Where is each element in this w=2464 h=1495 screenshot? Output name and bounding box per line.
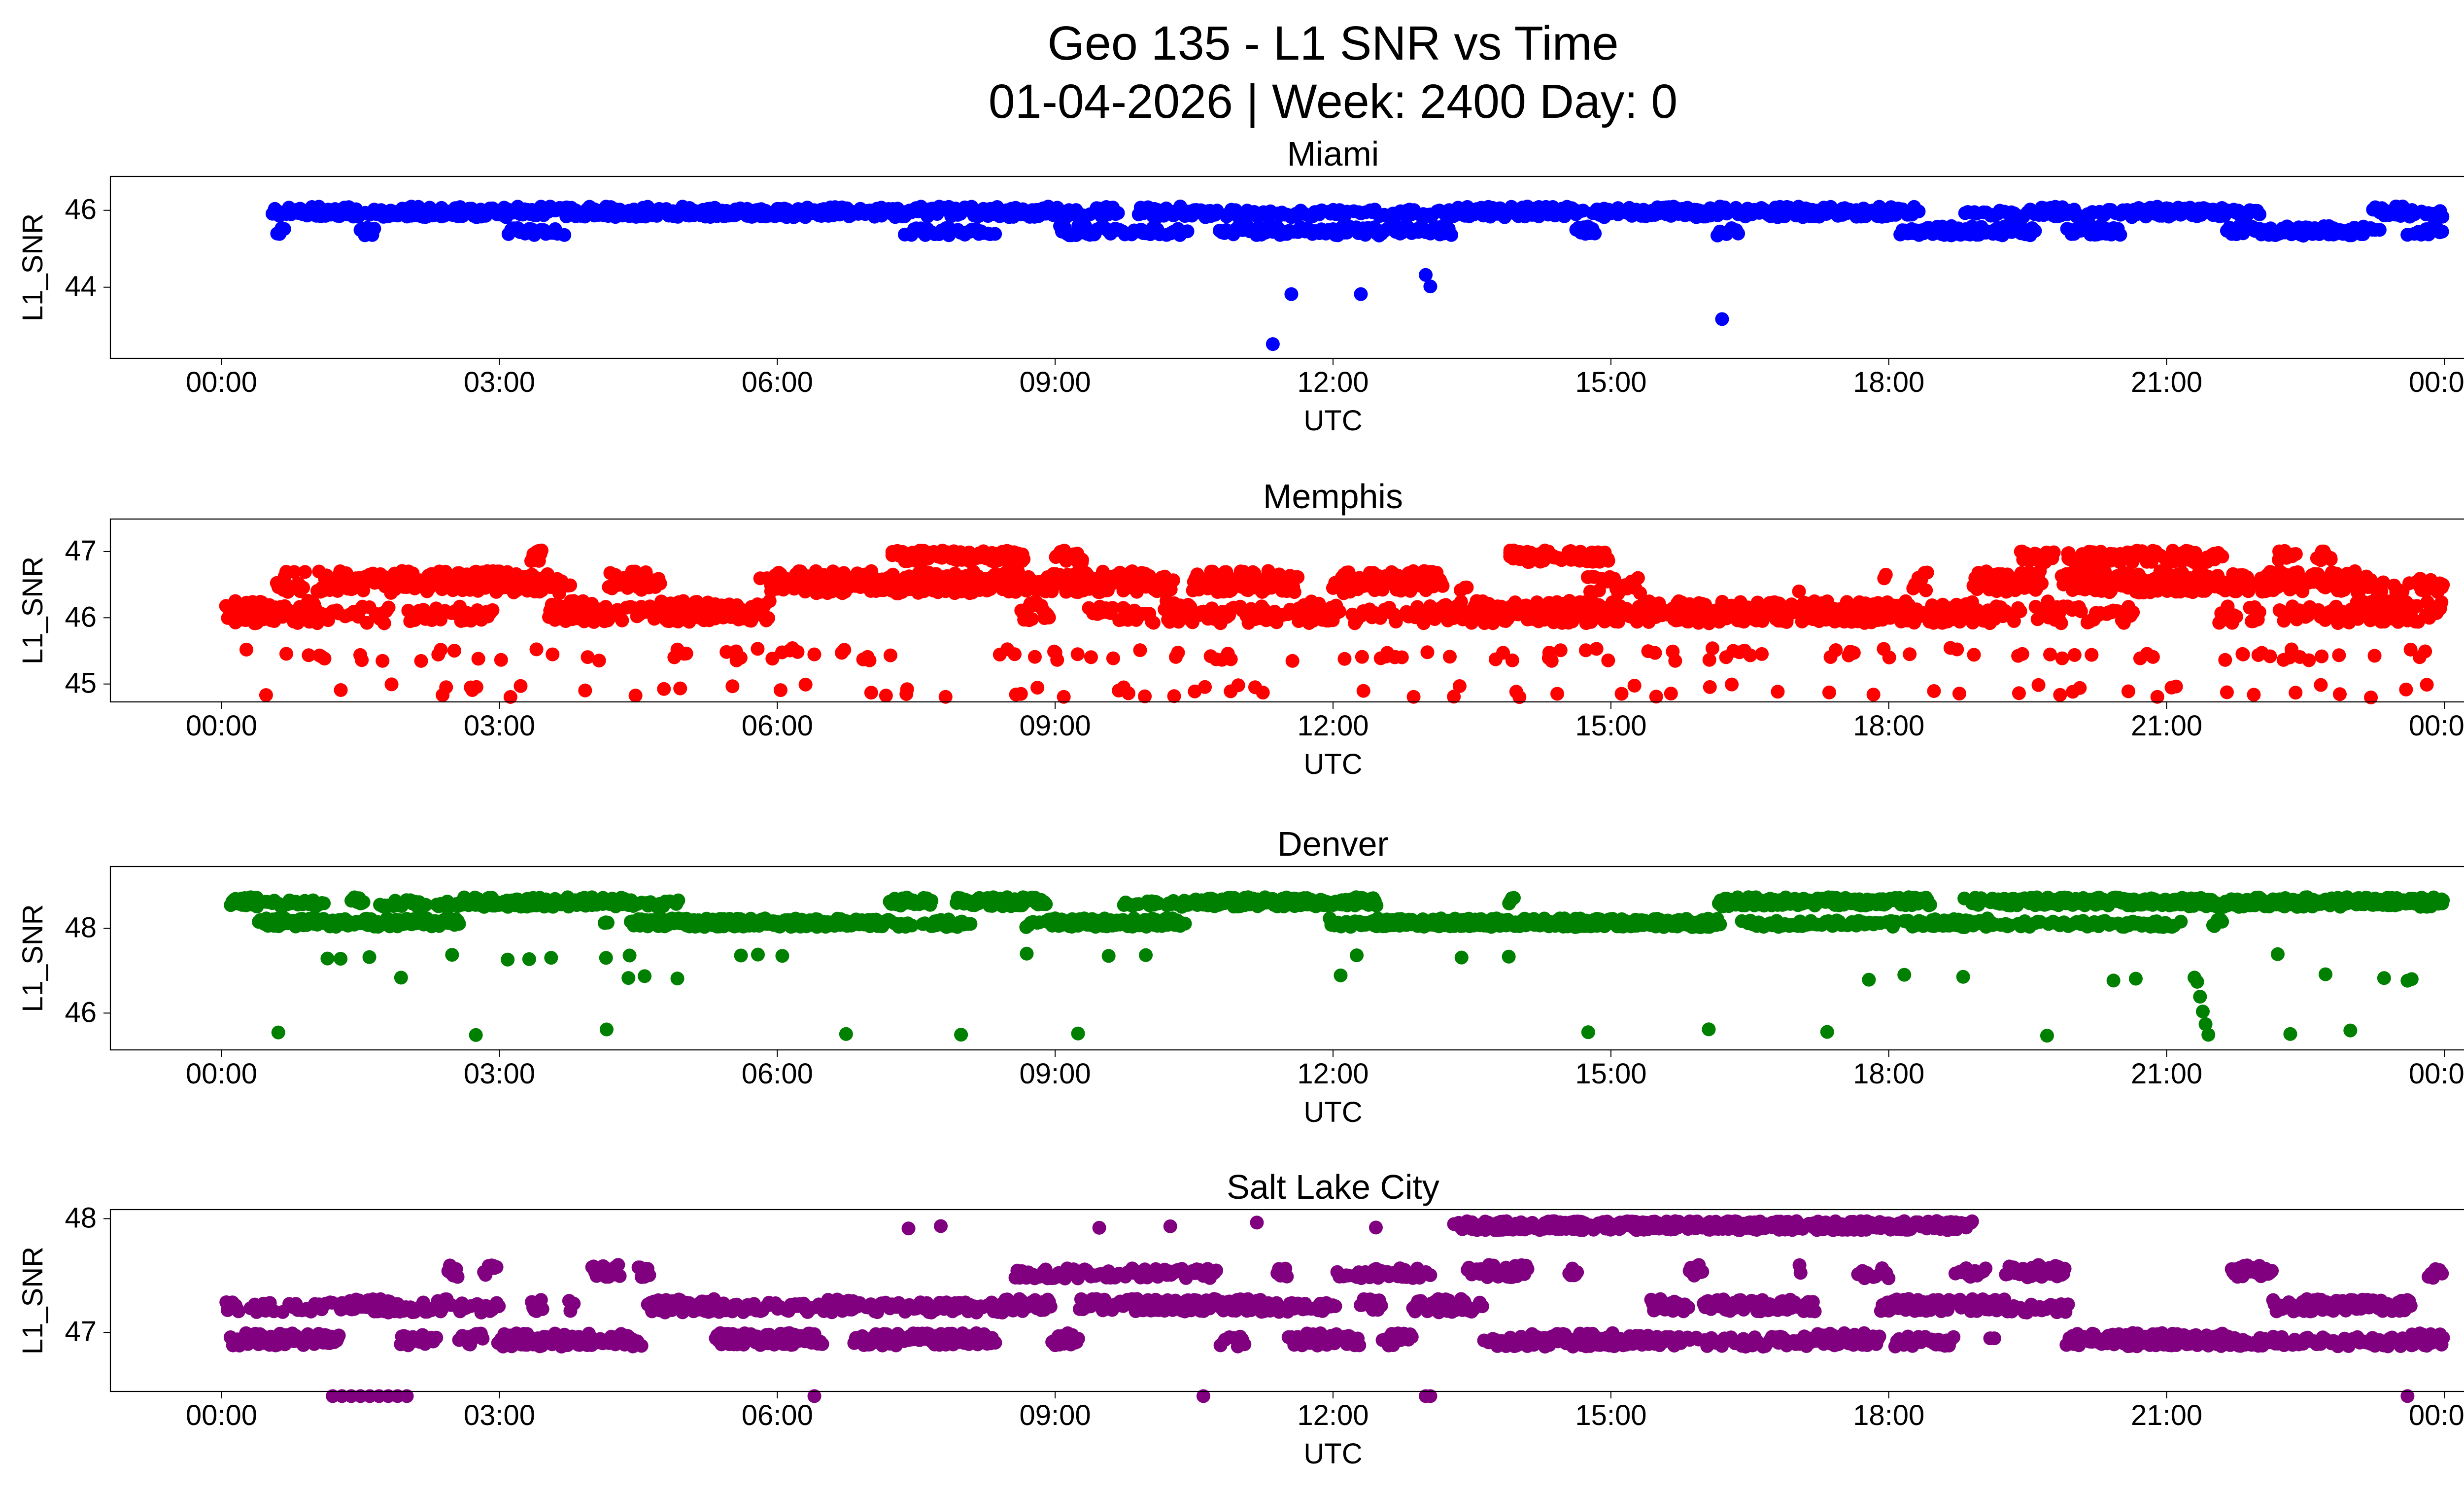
svg-text:47: 47	[65, 1316, 97, 1348]
svg-text:L1_SNR: L1_SNR	[17, 556, 49, 664]
svg-text:18:00: 18:00	[1853, 1058, 1924, 1090]
svg-text:47: 47	[65, 535, 97, 567]
svg-text:Denver: Denver	[1277, 825, 1389, 863]
svg-text:UTC: UTC	[1303, 1096, 1362, 1128]
svg-text:06:00: 06:00	[742, 1058, 813, 1090]
svg-text:12:00: 12:00	[1297, 710, 1369, 742]
svg-text:46: 46	[65, 601, 97, 633]
svg-text:06:00: 06:00	[742, 710, 813, 742]
svg-text:UTC: UTC	[1303, 748, 1362, 780]
svg-text:00:00: 00:00	[2409, 1058, 2464, 1090]
svg-text:03:00: 03:00	[464, 1058, 535, 1090]
svg-text:L1_SNR: L1_SNR	[17, 1247, 49, 1355]
svg-text:44: 44	[65, 271, 97, 303]
svg-text:46: 46	[65, 194, 97, 226]
svg-text:Miami: Miami	[1287, 135, 1379, 173]
svg-text:15:00: 15:00	[1575, 1399, 1646, 1431]
svg-text:45: 45	[65, 667, 97, 699]
svg-text:21:00: 21:00	[2131, 1058, 2202, 1090]
svg-text:12:00: 12:00	[1297, 1399, 1369, 1431]
svg-text:L1_SNR: L1_SNR	[17, 213, 49, 321]
svg-text:18:00: 18:00	[1853, 710, 1924, 742]
svg-text:03:00: 03:00	[464, 1399, 535, 1431]
svg-text:00:00: 00:00	[186, 1058, 257, 1090]
svg-text:03:00: 03:00	[464, 366, 535, 398]
svg-text:15:00: 15:00	[1575, 366, 1646, 398]
svg-text:09:00: 09:00	[1020, 1399, 1091, 1431]
svg-text:06:00: 06:00	[742, 1399, 813, 1431]
svg-text:12:00: 12:00	[1297, 366, 1369, 398]
svg-text:00:00: 00:00	[186, 710, 257, 742]
svg-text:01-04-2026 | Week: 2400 Day: 0: 01-04-2026 | Week: 2400 Day: 0	[989, 74, 1677, 128]
svg-text:15:00: 15:00	[1575, 710, 1646, 742]
svg-text:09:00: 09:00	[1020, 366, 1091, 398]
svg-text:21:00: 21:00	[2131, 710, 2202, 742]
svg-text:18:00: 18:00	[1853, 366, 1924, 398]
svg-text:UTC: UTC	[1303, 405, 1362, 437]
svg-text:46: 46	[65, 996, 97, 1028]
svg-text:15:00: 15:00	[1575, 1058, 1646, 1090]
svg-text:00:00: 00:00	[186, 366, 257, 398]
svg-text:09:00: 09:00	[1020, 710, 1091, 742]
svg-text:00:00: 00:00	[186, 1399, 257, 1431]
svg-text:Geo 135 - L1 SNR vs Time: Geo 135 - L1 SNR vs Time	[1047, 16, 1618, 70]
svg-text:Salt Lake City: Salt Lake City	[1227, 1168, 1439, 1206]
svg-text:48: 48	[65, 911, 97, 943]
svg-text:00:00: 00:00	[2409, 710, 2464, 742]
svg-text:12:00: 12:00	[1297, 1058, 1369, 1090]
svg-text:09:00: 09:00	[1020, 1058, 1091, 1090]
svg-text:Memphis: Memphis	[1263, 477, 1403, 516]
svg-text:00:00: 00:00	[2409, 1399, 2464, 1431]
svg-text:00:00: 00:00	[2409, 366, 2464, 398]
svg-text:18:00: 18:00	[1853, 1399, 1924, 1431]
svg-text:03:00: 03:00	[464, 710, 535, 742]
svg-text:L1_SNR: L1_SNR	[17, 904, 49, 1012]
svg-text:21:00: 21:00	[2131, 366, 2202, 398]
svg-text:UTC: UTC	[1303, 1438, 1362, 1470]
svg-text:21:00: 21:00	[2131, 1399, 2202, 1431]
svg-text:06:00: 06:00	[742, 366, 813, 398]
svg-text:48: 48	[65, 1202, 97, 1234]
